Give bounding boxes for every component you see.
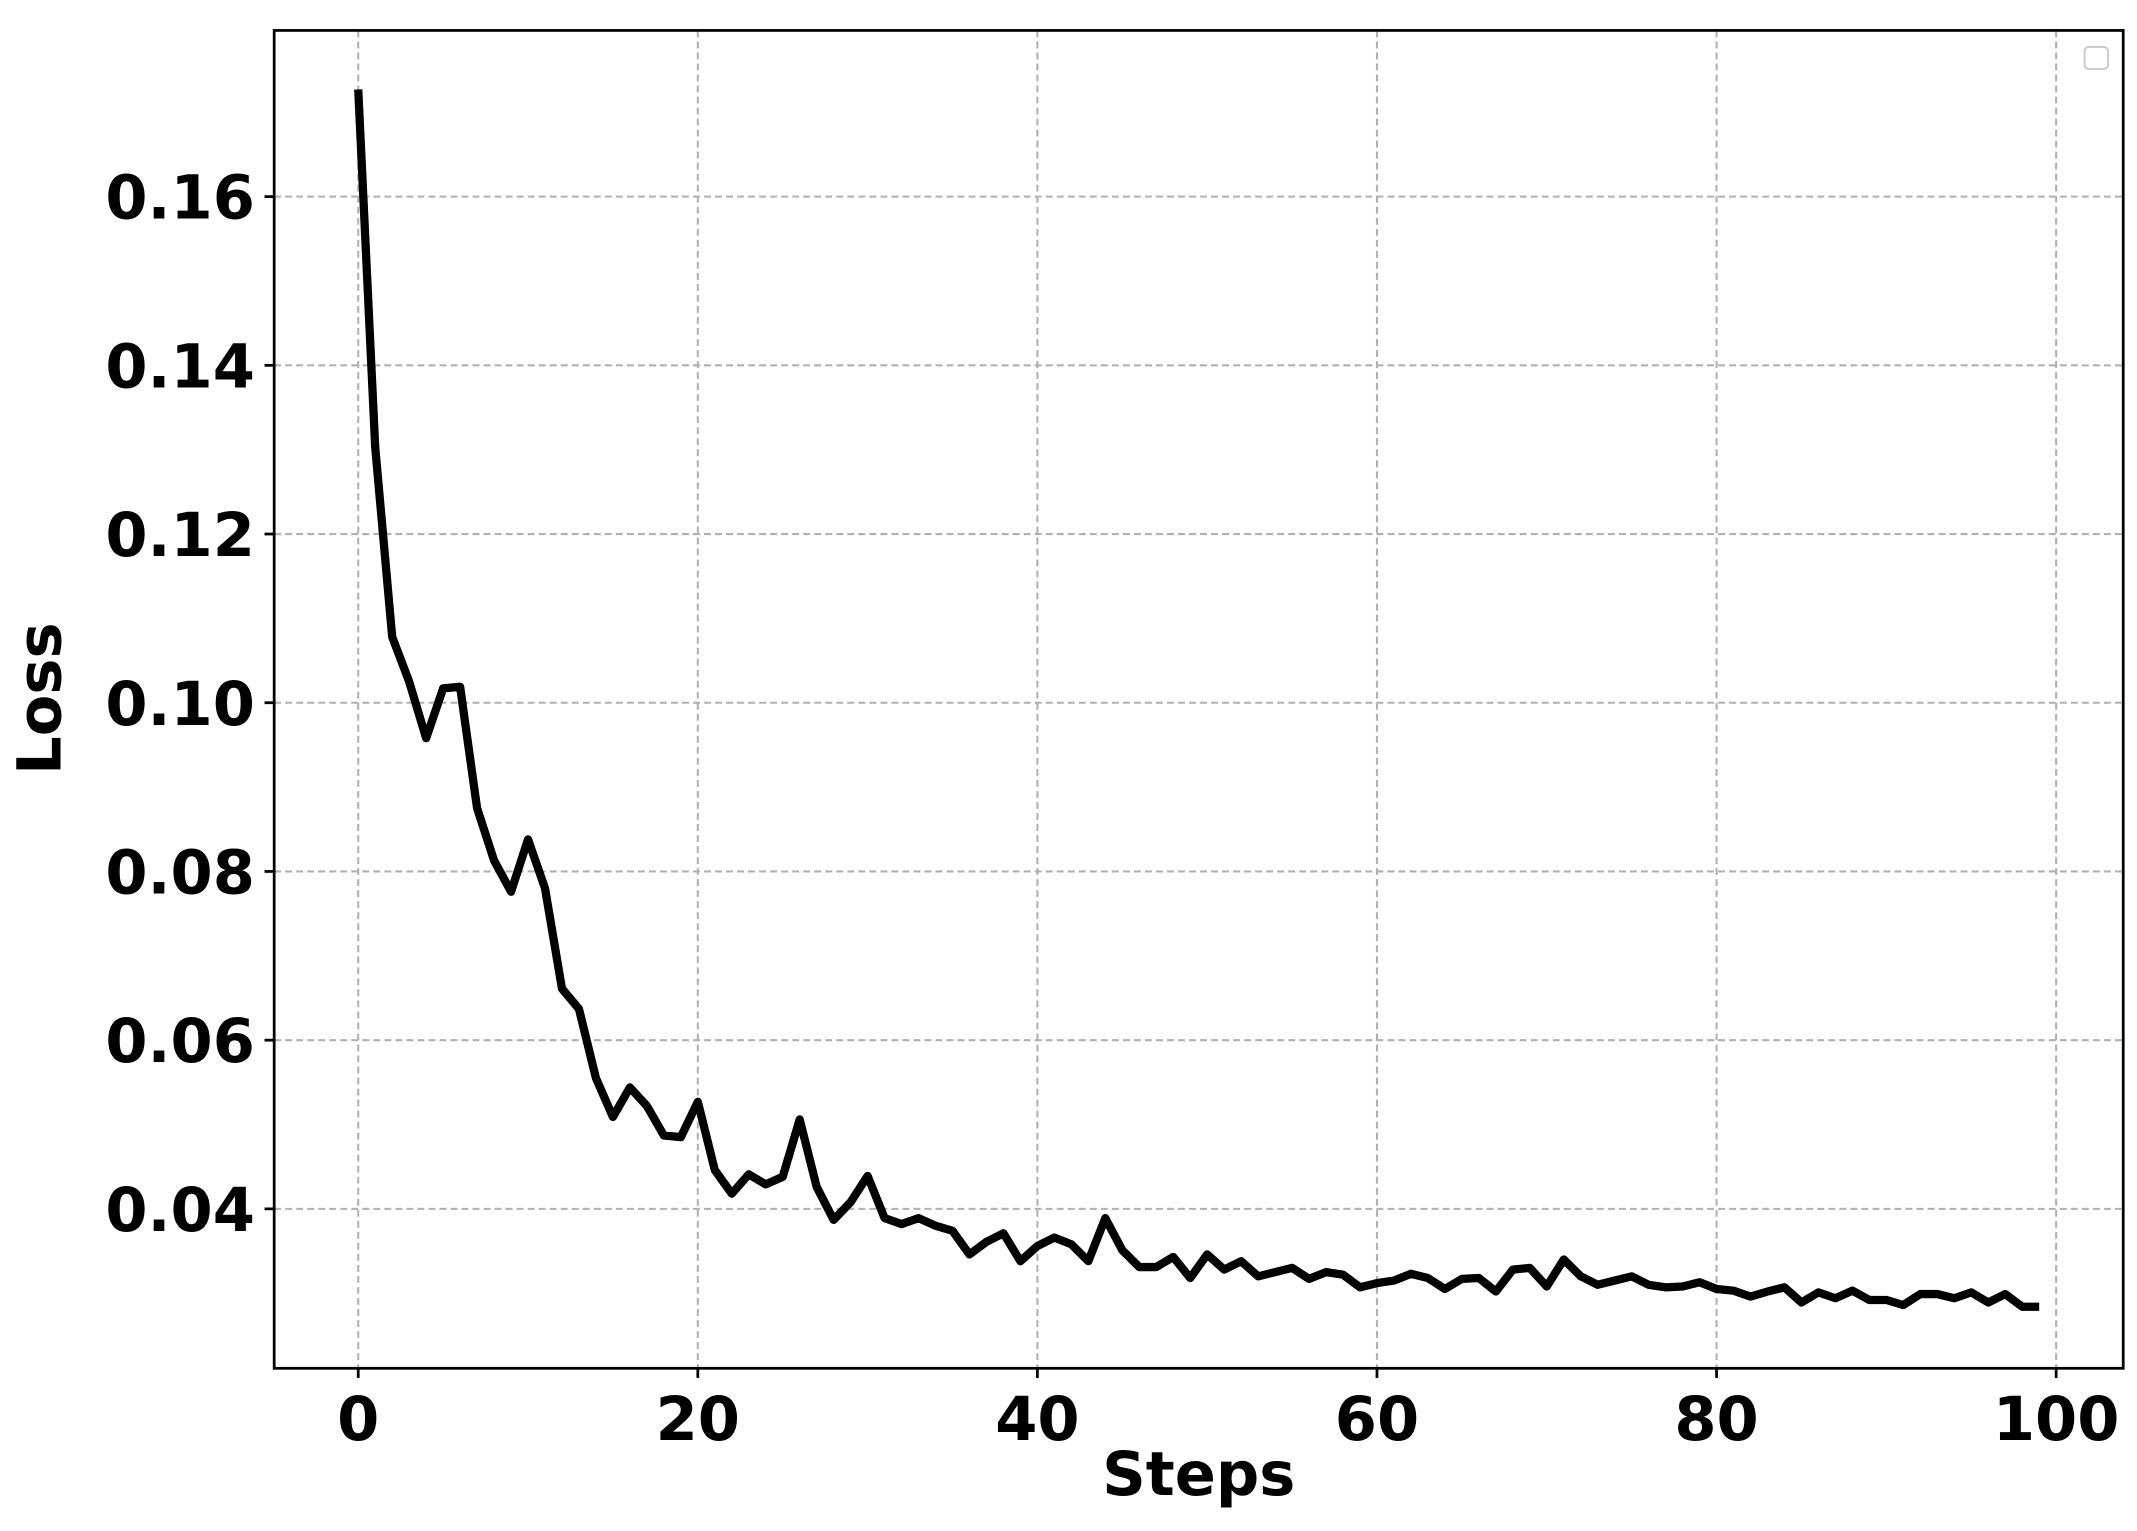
y-tick-label: 0.06 (105, 1007, 255, 1077)
y-tick-label: 0.08 (105, 838, 255, 908)
x-tick-label: 20 (656, 1385, 740, 1455)
x-tick-label: 60 (1335, 1385, 1419, 1455)
x-tick-label: 40 (995, 1385, 1079, 1455)
plot-area (354, 89, 2040, 1311)
y-tick-label: 0.14 (105, 332, 255, 402)
x-tick-label: 0 (337, 1385, 379, 1455)
y-tick-label: 0.16 (105, 164, 255, 234)
legend-box (2083, 45, 2110, 71)
loss-line (354, 89, 2040, 1311)
grid (274, 30, 2124, 1369)
y-tick-label: 0.04 (105, 1176, 255, 1246)
y-tick-label: 0.10 (105, 670, 255, 740)
x-axis-label: Steps (1102, 1440, 1295, 1510)
y-tick-label: 0.12 (105, 501, 255, 571)
axes-frame (272, 29, 2125, 1370)
y-axis-label: Loss (6, 622, 76, 774)
x-tick-label: 100 (1993, 1385, 2120, 1455)
x-tick-label: 80 (1674, 1385, 1758, 1455)
